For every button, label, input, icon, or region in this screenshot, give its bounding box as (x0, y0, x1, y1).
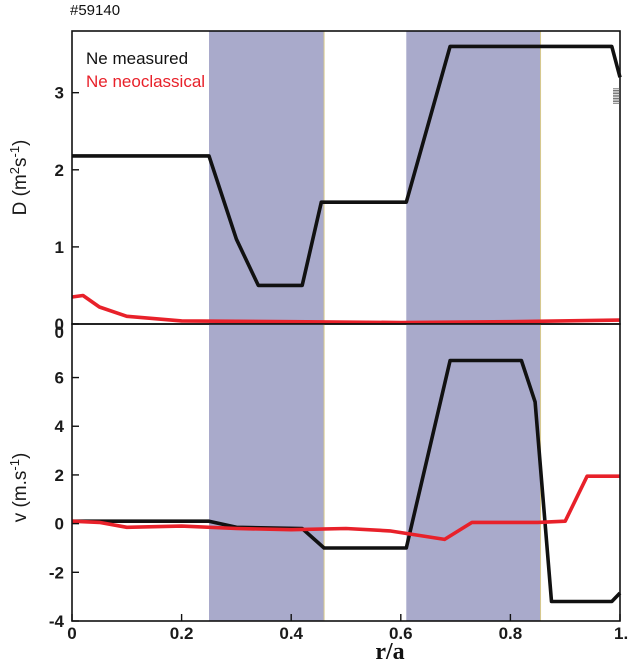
top-y-tick-label: 0 (55, 315, 64, 334)
x-tick-label: 0.2 (170, 624, 194, 643)
top-panel: 0 1 2 3 D (m2s-1) Ne measured Ne neoclassical (7, 30, 622, 334)
top-shaded-region-1 (209, 31, 325, 324)
top-line-ne-measured (72, 44, 622, 288)
top-y-tick-label: 1 (55, 238, 64, 257)
x-tick-label: 1. (614, 624, 628, 643)
bottom-line-ne-measured (72, 358, 622, 604)
top-y-axis-label: D (m2s-1) (7, 140, 31, 216)
legend-entry-ne-measured: Ne measured (86, 49, 188, 68)
bottom-y-tick-label: 6 (55, 369, 64, 388)
x-tick-label: 0 (67, 624, 76, 643)
x-tick-label: 0.8 (499, 624, 523, 643)
bottom-shaded-region-1 (209, 324, 325, 621)
shot-number-label: #59140 (70, 2, 120, 19)
bottom-y-tick-label: 2 (55, 466, 64, 485)
bottom-y-tick-label: -4 (49, 612, 65, 631)
bottom-y-tick-label: -2 (49, 563, 64, 582)
bottom-shaded-region-2 (406, 324, 541, 621)
top-line-ne-neoclassical (71, 293, 621, 325)
x-tick-label: 0.4 (279, 624, 303, 643)
bottom-panel: -4 -2 0 2 4 6 0 0 0.2 0.4 0.6 0.8 1. v (m.s-1) (7, 323, 628, 643)
top-shaded-region-2 (406, 31, 541, 324)
bottom-y-tick-label: 0 (55, 515, 64, 534)
bottom-y-axis-label: v (m.s-1) (7, 453, 31, 523)
bottom-y-tick-label: 4 (55, 417, 65, 436)
bottom-plot-frame (71, 323, 621, 622)
legend-entry-ne-neoclassical: Ne neoclassical (86, 72, 205, 91)
bottom-line-ne-neoclassical (71, 474, 620, 542)
x-axis-title: r/a (375, 639, 404, 665)
top-y-tick-label: 2 (55, 161, 64, 180)
top-y-tick-label: 3 (55, 84, 64, 103)
x-tick-label: 0.6 (389, 624, 413, 643)
bottom-y-tick-label: 0 (55, 323, 64, 342)
